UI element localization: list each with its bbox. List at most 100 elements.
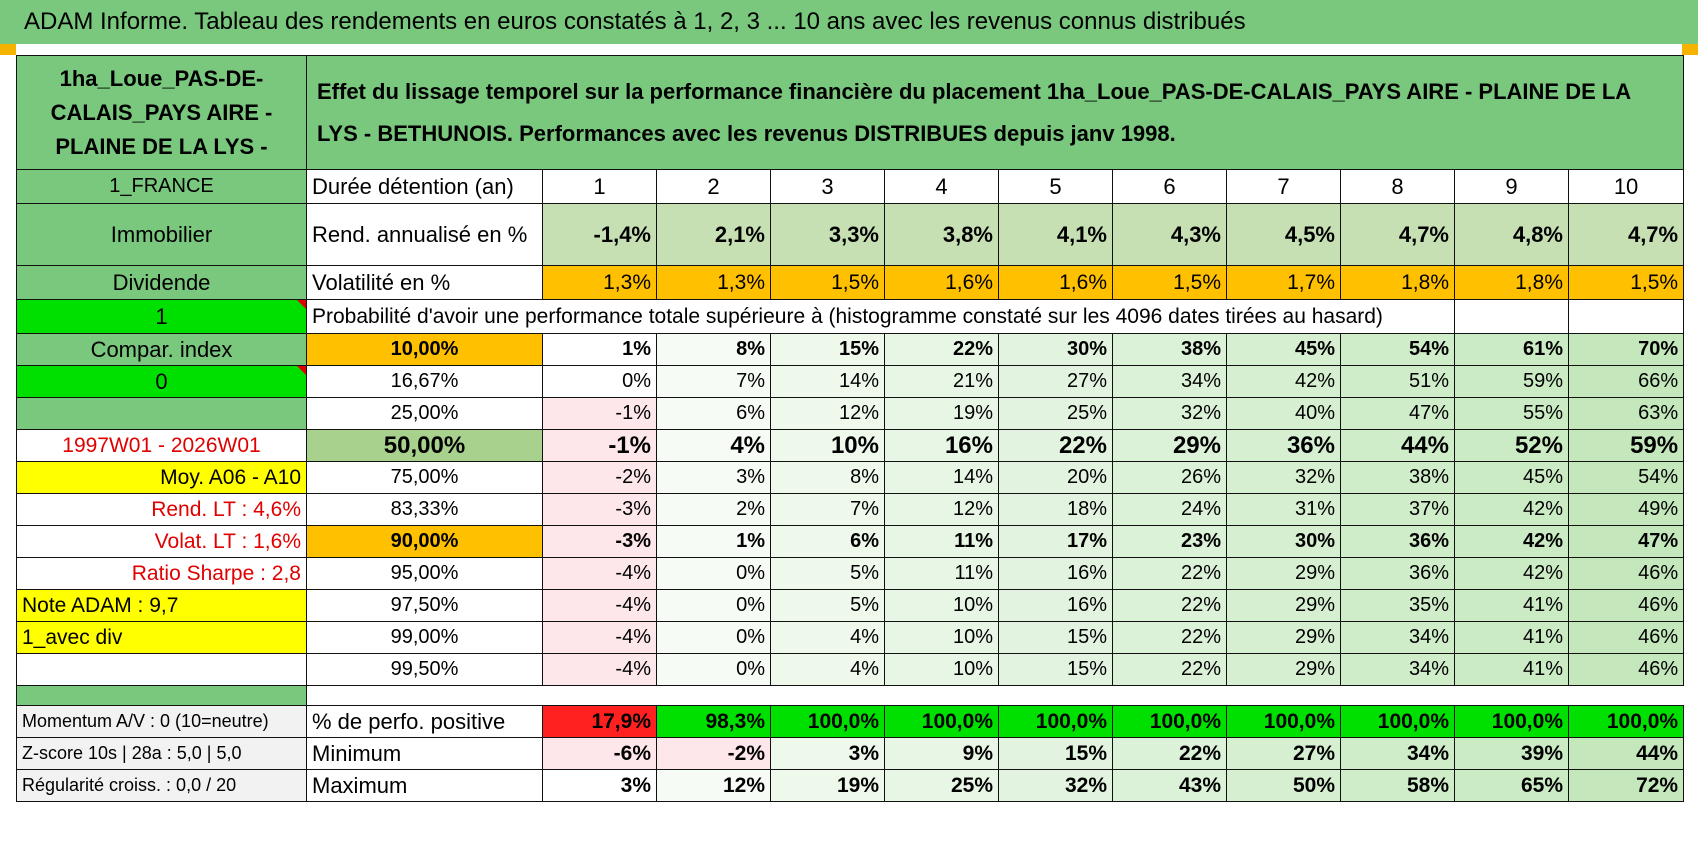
percentile-value: 16% <box>998 557 1113 590</box>
vol-cell: 1,8% <box>1454 265 1569 300</box>
max-cell: 19% <box>770 769 885 802</box>
empty-cell <box>16 397 307 430</box>
volat-lt-cell: Volat. LT : 1,6% <box>16 525 307 558</box>
percentile-value: 34% <box>1112 365 1227 398</box>
percentile-value: 66% <box>1567 365 1685 398</box>
percentile-value: 40% <box>1226 397 1341 430</box>
rend-cell: 4,1% <box>998 203 1113 266</box>
percentile-value: 11% <box>884 557 999 590</box>
note-adam-cell: Note ADAM : 9,7 <box>16 589 307 622</box>
compar-index-value[interactable]: 0 <box>16 365 307 398</box>
table-header-text: Effet du lissage temporel sur la perform… <box>305 55 1685 170</box>
percentile-value: 29% <box>1226 621 1341 654</box>
min-cell: 15% <box>998 737 1113 770</box>
min-cell: -2% <box>656 737 771 770</box>
percentile-value: 22% <box>884 333 999 366</box>
percentile-value: 10% <box>884 621 999 654</box>
vol-cell: 1,5% <box>1567 265 1685 300</box>
vol-label: Volatilité en % <box>306 265 543 300</box>
selector-cell[interactable]: 1 <box>16 299 307 334</box>
percentile-value: 26% <box>1112 461 1227 494</box>
empty-cell <box>1567 299 1685 334</box>
percentile-value: 11% <box>884 525 999 558</box>
percentile-value: 12% <box>770 397 885 430</box>
vol-cell: 1,5% <box>1112 265 1227 300</box>
max-cell: 58% <box>1340 769 1455 802</box>
year-header: 6 <box>1112 169 1227 204</box>
percentile-threshold: 99,50% <box>306 653 543 686</box>
percentile-value: -1% <box>542 429 657 462</box>
percentile-value: 34% <box>1340 653 1455 686</box>
percentile-value: 52% <box>1454 429 1569 462</box>
percentile-value: 46% <box>1567 589 1685 622</box>
percentile-threshold: 50,00% <box>306 429 543 462</box>
min-cell: -6% <box>542 737 657 770</box>
percentile-value: 6% <box>656 397 771 430</box>
percentile-value: 4% <box>770 653 885 686</box>
percentile-threshold: 83,33% <box>306 493 543 526</box>
vol-cell: 1,5% <box>770 265 885 300</box>
percentile-value: 54% <box>1567 461 1685 494</box>
percentile-value: 4% <box>656 429 771 462</box>
percentile-value: 38% <box>1340 461 1455 494</box>
percentile-value: 32% <box>1226 461 1341 494</box>
percentile-value: 29% <box>1226 557 1341 590</box>
returns-table: 1ha_Loue_PAS-DE-CALAIS_PAYS AIRE - PLAIN… <box>16 55 1685 848</box>
percentile-value: 8% <box>656 333 771 366</box>
percentile-value: 34% <box>1340 621 1455 654</box>
percentile-value: 12% <box>884 493 999 526</box>
percentile-value: 41% <box>1454 589 1569 622</box>
percentile-value: 0% <box>656 589 771 622</box>
min-cell: 34% <box>1340 737 1455 770</box>
percentile-value: 31% <box>1226 493 1341 526</box>
rend-label: Rend. annualisé en % <box>306 203 543 266</box>
zscore-cell: Z-score 10s | 28a : 5,0 | 5,0 <box>16 737 307 770</box>
percentile-value: 30% <box>1226 525 1341 558</box>
percentile-value: 36% <box>1340 557 1455 590</box>
percentile-value: 59% <box>1454 365 1569 398</box>
min-cell: 27% <box>1226 737 1341 770</box>
percentile-value: 30% <box>998 333 1113 366</box>
div-mode-cell: 1_avec div <box>16 621 307 654</box>
min-cell: 22% <box>1112 737 1227 770</box>
percentile-value: 6% <box>770 525 885 558</box>
vol-cell: 1,6% <box>884 265 999 300</box>
percentile-value: 2% <box>656 493 771 526</box>
percentile-value: 22% <box>998 429 1113 462</box>
max-cell: 72% <box>1567 769 1685 802</box>
percentile-value: 36% <box>1340 525 1455 558</box>
percentile-value: 1% <box>542 333 657 366</box>
rend-lt-cell: Rend. LT : 4,6% <box>16 493 307 526</box>
percentile-value: 22% <box>1112 589 1227 622</box>
category-cell: Immobilier <box>16 203 307 266</box>
rend-cell: 4,5% <box>1226 203 1341 266</box>
pos-cell: 100,0% <box>770 705 885 738</box>
percentile-value: 3% <box>656 461 771 494</box>
max-label: Maximum <box>306 769 543 802</box>
empty-cell <box>306 685 1684 706</box>
country-cell: 1_FRANCE <box>16 169 307 204</box>
rend-cell: -1,4% <box>542 203 657 266</box>
max-cell: 25% <box>884 769 999 802</box>
percentile-value: 25% <box>998 397 1113 430</box>
percentile-value: 47% <box>1340 397 1455 430</box>
vol-cell: 1,7% <box>1226 265 1341 300</box>
percentile-value: -2% <box>542 461 657 494</box>
percentile-value: 22% <box>1112 557 1227 590</box>
percentile-threshold: 16,67% <box>306 365 543 398</box>
percentile-value: 0% <box>542 365 657 398</box>
rend-cell: 3,3% <box>770 203 885 266</box>
min-label: Minimum <box>306 737 543 770</box>
rend-cell: 4,7% <box>1567 203 1685 266</box>
report-title: ADAM Informe. Tableau des rendements en … <box>0 0 1698 44</box>
rend-cell: 2,1% <box>656 203 771 266</box>
compar-index-label: Compar. index <box>16 333 307 366</box>
min-cell: 3% <box>770 737 885 770</box>
percentile-value: 15% <box>998 653 1113 686</box>
percentile-value: 1% <box>656 525 771 558</box>
percentile-threshold: 75,00% <box>306 461 543 494</box>
pos-cell: 98,3% <box>656 705 771 738</box>
percentile-value: 0% <box>656 621 771 654</box>
sheet-edge-marker-right <box>1682 44 1698 55</box>
percentile-value: 61% <box>1454 333 1569 366</box>
